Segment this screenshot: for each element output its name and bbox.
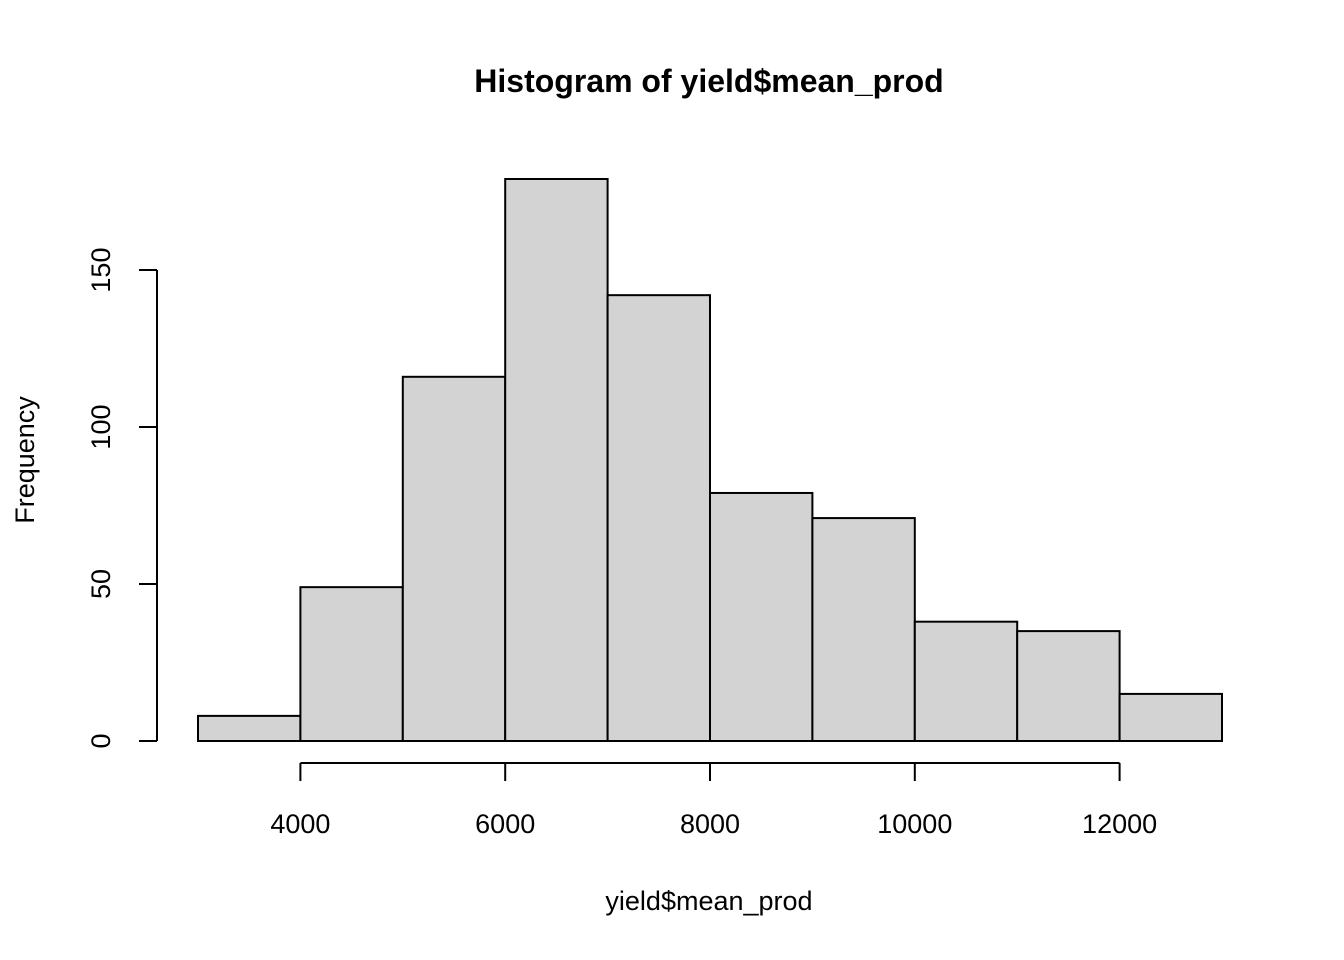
x-tick-label-2: 8000 [680,809,740,839]
x-tick-label-4: 12000 [1082,809,1157,839]
histogram-bar-0 [197,714,302,743]
histogram-bar-8 [1016,630,1121,743]
y-tick-label-2: 100 [86,405,116,450]
histogram-bar-4 [606,294,711,742]
histogram-bar-6 [811,517,916,742]
histogram-bar-5 [709,491,814,743]
y-tick-label-0: 0 [86,733,116,748]
y-tick-label-1: 50 [86,569,116,599]
x-axis: 4000 6000 8000 10000 12000 [270,762,1157,839]
histogram-bar-2 [401,375,507,742]
x-tick-label-3: 10000 [877,809,952,839]
y-axis: 0 50 100 150 [86,248,158,749]
histogram-bars [197,178,1223,743]
histogram-bar-1 [299,586,404,743]
chart-title: Histogram of yield$mean_prod [474,63,943,99]
histogram-bar-9 [1118,692,1223,742]
y-tick-label-3: 150 [86,248,116,293]
y-axis-label: Frequency [10,396,40,524]
histogram-bar-3 [504,178,609,742]
x-axis-label: yield$mean_prod [605,886,812,916]
x-tick-label-1: 6000 [475,809,535,839]
histogram-bar-7 [913,620,1019,743]
x-tick-label-0: 4000 [270,809,330,839]
